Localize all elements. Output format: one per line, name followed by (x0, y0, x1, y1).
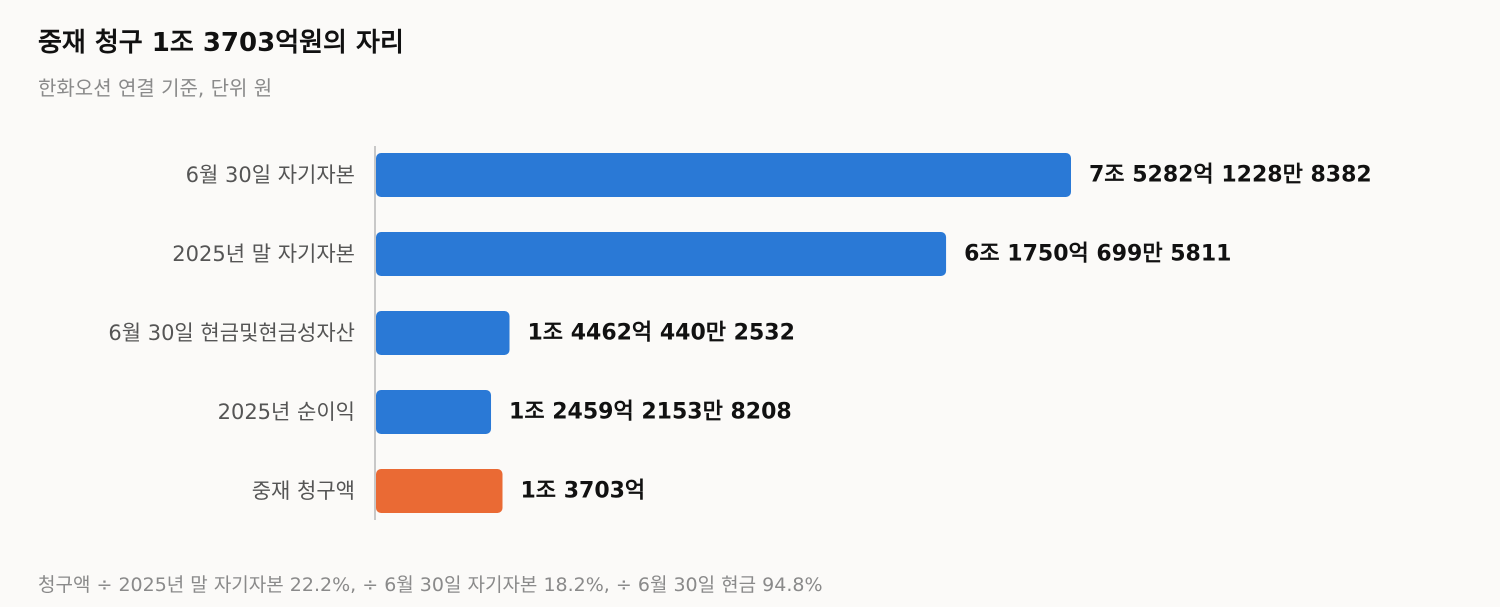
footnote: 청구액 ÷ 2025년 말 자기자본 22.2%, ÷ 6월 30일 자기자본 … (38, 574, 823, 596)
value-label-2: 1조 4462억 440만 2532 (528, 321, 795, 346)
category-label-2: 6월 30일 현금및현금성자산 (108, 321, 355, 345)
category-label-3: 2025년 순이익 (218, 400, 355, 424)
bar-3 (376, 390, 492, 434)
value-label-4: 1조 3703억 (521, 479, 646, 504)
category-label-4: 중재 청구액 (252, 479, 355, 503)
value-label-1: 6조 1750억 699만 5811 (964, 242, 1231, 267)
category-label-1: 2025년 말 자기자본 (172, 242, 355, 266)
bar-1 (376, 232, 947, 276)
bar-4 (376, 469, 503, 513)
bar-0 (376, 153, 1071, 197)
value-label-0: 7조 5282억 1228만 8382 (1089, 163, 1372, 188)
category-label-0: 6월 30일 자기자본 (186, 163, 355, 187)
chart-subtitle: 한화오션 연결 기준, 단위 원 (38, 76, 273, 100)
bar-2 (376, 311, 510, 355)
value-label-3: 1조 2459억 2153만 8208 (509, 400, 792, 425)
chart-title: 중재 청구 1조 3703억원의 자리 (38, 28, 404, 58)
